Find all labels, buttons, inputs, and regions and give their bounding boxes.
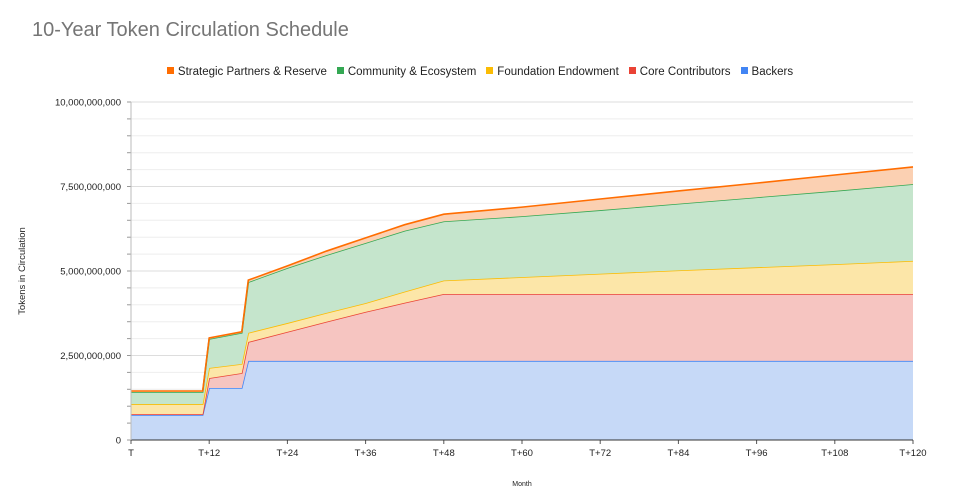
x-tick-label: T	[128, 448, 134, 459]
legend-item[interactable]: Strategic Partners & Reserve	[166, 66, 327, 78]
line-strategic-partners-reserve	[131, 166, 914, 392]
y-tick-label: 10,000,000,000	[55, 98, 121, 109]
legend-label: Core Contributors	[639, 66, 731, 78]
y-tick-label: 7,500,000,000	[60, 182, 121, 193]
x-tick-label: T+108	[821, 448, 848, 459]
legend-label: Backers	[751, 66, 794, 78]
area-foundation-endowment	[131, 260, 913, 414]
legend-label: Strategic Partners & Reserve	[177, 66, 327, 78]
legend-swatch	[166, 67, 174, 75]
legend-swatch	[740, 67, 748, 75]
legend-item[interactable]: Community & Ecosystem	[336, 66, 477, 78]
legend-item[interactable]: Foundation Endowment	[486, 66, 619, 78]
legend-item[interactable]: Core Contributors	[628, 66, 731, 78]
x-axis-label: Month	[512, 481, 532, 488]
y-tick-label: 0	[116, 436, 121, 447]
legend-label: Foundation Endowment	[497, 66, 619, 78]
legend-label: Community & Ecosystem	[347, 66, 477, 78]
y-tick-label: 5,000,000,000	[60, 267, 121, 278]
x-tick-label: T+12	[198, 448, 220, 459]
area-community-ecosystem	[131, 184, 913, 405]
legend-swatch	[486, 67, 494, 75]
x-tick-label: T+84	[667, 448, 689, 459]
area-backers	[131, 360, 913, 440]
legend: Strategic Partners & Reserve Community & …	[0, 66, 960, 78]
x-tick-label: T+48	[433, 448, 455, 459]
x-tick-label: T+24	[276, 448, 298, 459]
legend-swatch	[336, 67, 344, 75]
x-tick-label: T+72	[589, 448, 611, 459]
y-tick-label: 2,500,000,000	[60, 351, 121, 362]
x-tick-label: T+36	[355, 448, 377, 459]
area-strategic-partners-reserve	[131, 166, 913, 393]
x-tick-label: T+60	[511, 448, 533, 459]
legend-swatch	[628, 67, 636, 75]
y-axis-label: Tokens in Circulation	[17, 227, 28, 315]
area-core-contributors	[131, 293, 913, 415]
legend-item[interactable]: Backers	[740, 66, 794, 78]
x-tick-label: T+96	[746, 448, 768, 459]
x-tick-label: T+120	[899, 448, 926, 459]
chart-title: 10-Year Token Circulation Schedule	[32, 19, 349, 41]
